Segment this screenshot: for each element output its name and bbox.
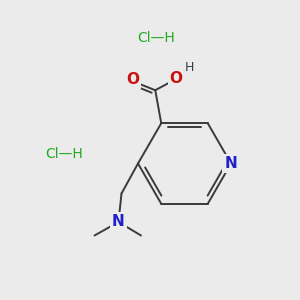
Text: Cl—H: Cl—H (46, 148, 83, 161)
Text: N: N (225, 156, 237, 171)
Text: O: O (170, 71, 183, 86)
Text: Cl—H: Cl—H (137, 31, 175, 44)
Text: O: O (126, 72, 139, 87)
Text: H: H (184, 61, 194, 74)
Text: N: N (112, 214, 125, 230)
